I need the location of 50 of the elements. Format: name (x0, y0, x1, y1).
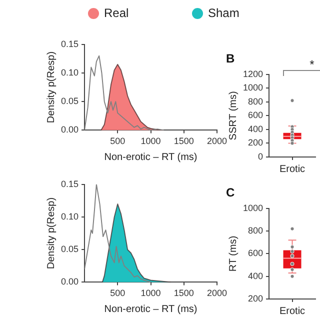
y-tick-label: 0.10 (60, 211, 79, 222)
point (290, 249, 294, 254)
y-tick-label: 200 (248, 138, 264, 148)
point (290, 98, 294, 103)
y-axis-title: RT (ms) (228, 236, 239, 272)
point (290, 254, 294, 258)
x-tick-label: Erotic (279, 306, 306, 317)
y-tick-label: 0.00 (60, 124, 79, 135)
y-tick-label: 600 (248, 110, 264, 120)
y-axis-title: Density p(Resp) (46, 197, 57, 270)
x-tick-label: 1000 (140, 288, 161, 298)
y-tick-label: 400 (248, 124, 264, 134)
text: * (310, 57, 315, 72)
y-tick-label: 200 (248, 293, 264, 304)
y-tick-label: 0.05 (60, 244, 79, 254)
y-tick-label: 0 (258, 151, 264, 162)
x-tick-label: 2000 (206, 288, 228, 298)
legend-label: Sham (208, 6, 240, 20)
y-tick-label: 800 (248, 96, 264, 106)
y-tick-label: 600 (248, 248, 264, 258)
point (290, 262, 294, 266)
x-tick-label: 500 (110, 136, 126, 146)
x-tick-label: 1500 (174, 136, 194, 146)
legend-label: Real (104, 6, 129, 20)
point (290, 268, 294, 272)
y-tick-label: 1000 (242, 202, 264, 213)
chart-title: B (226, 52, 235, 66)
point (290, 274, 294, 278)
y-tick-label: 1000 (242, 82, 264, 93)
point (290, 141, 294, 146)
point (290, 226, 294, 231)
y-axis-title: SSRT (ms) (228, 91, 239, 140)
x-tick-label: 2000 (206, 136, 228, 146)
x-axis-title: Non-erotic – RT (ms) (104, 304, 198, 315)
y-tick-label: 0.05 (60, 96, 79, 106)
point (290, 244, 294, 249)
y-tick-label: 0.15 (60, 38, 79, 49)
x-tick-label: 1500 (174, 288, 194, 298)
x-tick-label: Erotic (279, 164, 306, 175)
x-tick-label: 1000 (140, 136, 161, 146)
y-tick-label: 1200 (242, 68, 264, 79)
y-tick-label: 800 (248, 226, 264, 236)
y-tick-label: 0.00 (60, 276, 79, 287)
chart-title: C (226, 186, 235, 200)
x-tick-label: 500 (110, 288, 126, 298)
y-tick-label: 0.15 (60, 178, 79, 189)
x-axis-title: Non-erotic – RT (ms) (104, 152, 198, 163)
y-tick-label: 400 (248, 270, 264, 281)
y-axis-title: Density p(Resp) (46, 51, 57, 124)
y-tick-label: 0.10 (60, 67, 79, 78)
